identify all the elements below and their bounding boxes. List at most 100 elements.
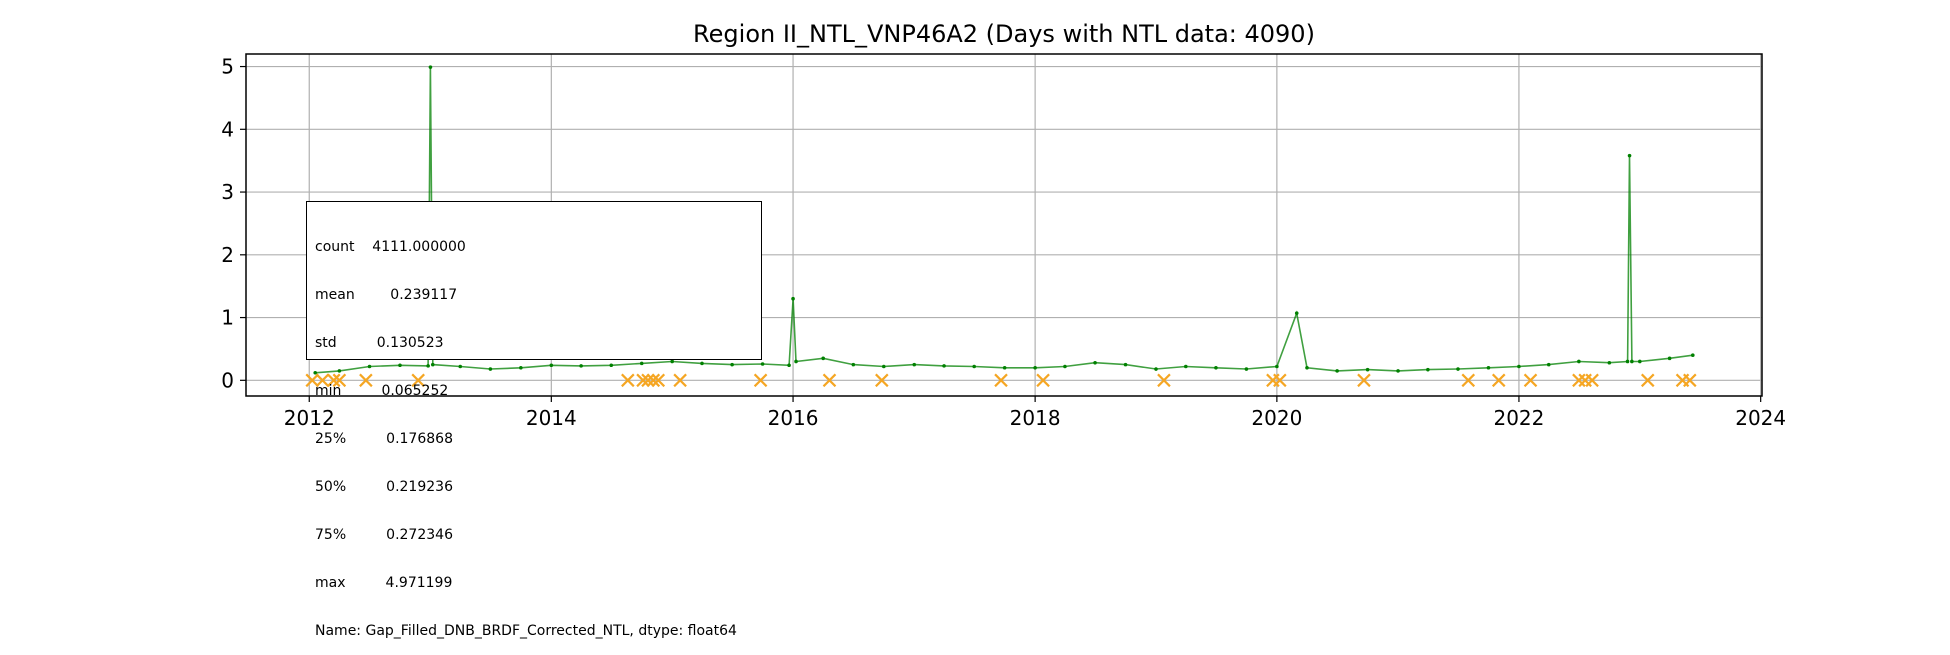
data-point [1630,359,1634,364]
stats-line: min 0.065252 [315,383,449,399]
x-marker [411,373,425,388]
data-point [912,362,917,367]
x-marker [1357,373,1371,388]
data-point [1184,364,1188,369]
data-point [1486,365,1491,370]
data-point [1667,356,1672,361]
stats-line: 25% 0.176868 [315,431,453,447]
data-point [430,362,435,367]
x-marker [359,373,373,388]
data-point [794,359,798,364]
data-point [1123,362,1128,367]
data-point [1517,364,1521,369]
grid-lines [246,54,1762,396]
stats-box: count 4111.000000 mean 0.239117 std 0.13… [306,201,762,639]
data-point [1456,367,1460,371]
data-point [458,364,463,369]
x-marker [753,373,768,388]
chart-canvas: Region II_NTL_VNP46A2 (Days with NTL dat… [221,20,1786,430]
data-point [670,359,674,364]
data-point [609,363,614,368]
data-point [1214,365,1218,370]
data-point [313,370,318,375]
series-gap-markers [305,373,1697,388]
data-point [1244,367,1249,371]
x-marker [1491,373,1506,388]
x-marker [1585,373,1599,388]
data-point [972,364,976,369]
x-marker [1461,373,1476,388]
x-tick-label: 2022 [1493,406,1544,430]
x-tick-label: 2024 [1735,406,1786,430]
data-point [1002,365,1007,370]
data-point [942,364,946,368]
x-marker [1572,373,1586,388]
data-point [1154,367,1158,371]
data-point [730,362,734,367]
data-point [1638,359,1642,364]
x-axis: 2012 2014 2016 2018 2020 2022 2024 [284,396,1786,430]
data-point [787,363,791,368]
x-marker [822,373,837,388]
stats-line: count 4111.000000 [315,239,466,255]
x-marker [646,373,661,388]
y-tick-label: 0 [221,368,234,392]
x-marker [1036,373,1050,388]
y-tick-label: 2 [221,243,234,267]
data-point [1275,364,1279,369]
data-point [760,362,765,366]
data-point [851,362,856,367]
data-point [1093,360,1097,365]
x-tick-label: 2014 [526,406,577,430]
data-point [367,364,372,369]
data-point [426,364,430,368]
x-marker [332,373,347,388]
chart-title: Region II_NTL_VNP46A2 (Days with NTL dat… [693,20,1315,48]
data-point [1546,362,1551,367]
x-marker [875,373,889,388]
data-point [821,356,825,361]
x-marker [621,373,635,388]
data-point [639,361,644,366]
x-marker [641,373,655,388]
x-marker [1640,373,1655,388]
data-point [1033,365,1037,370]
data-point [549,363,554,368]
data-point [428,65,433,69]
x-marker [994,373,1008,388]
x-marker [636,373,650,388]
stats-line: mean 0.239117 [315,287,458,303]
stats-line: std 0.130523 [315,335,444,351]
data-point [1690,353,1695,358]
stats-line: 50% 0.219236 [315,479,453,495]
data-point [1577,359,1581,364]
y-tick-label: 3 [221,180,234,204]
plot-frame [245,53,1763,397]
x-tick-label: 2016 [768,406,819,430]
data-point [1625,359,1630,364]
data-point [1335,369,1339,373]
x-marker [1157,373,1171,388]
data-point [488,367,493,371]
x-tick-label: 2018 [1010,406,1061,430]
x-marker [315,373,330,388]
x-marker [673,373,687,388]
data-point [1426,367,1430,372]
data-point [579,364,583,368]
y-axis: 0 1 2 3 4 5 [221,55,246,392]
data-point [1063,364,1067,369]
stats-line: Name: Gap_Filled_DNB_BRDF_Corrected_NTL,… [315,623,737,639]
y-tick-label: 5 [221,55,234,79]
y-tick-label: 4 [221,117,234,141]
data-point [1365,367,1370,372]
data-point [700,361,704,366]
x-marker [651,373,666,388]
data-point [1294,311,1299,315]
x-marker [1523,373,1538,388]
series-ntl [313,65,1695,375]
x-tick-label: 2020 [1251,406,1302,430]
x-marker [1683,373,1697,388]
x-marker [1273,373,1287,388]
x-tick-label: 2012 [284,406,335,430]
data-point [791,296,795,301]
